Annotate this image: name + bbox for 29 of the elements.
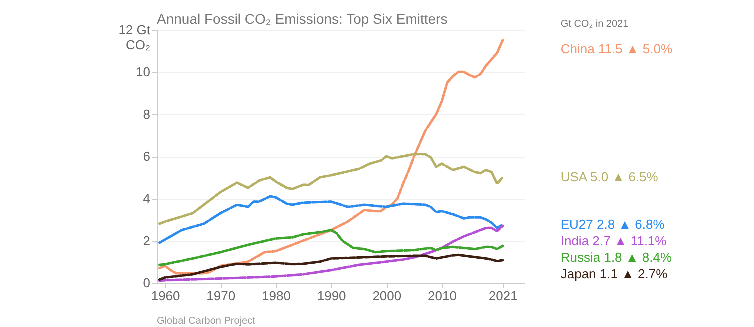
legend-title: Gt CO₂ in 2021 <box>560 19 630 30</box>
line-series <box>158 254 504 282</box>
text: Global Carbon Project <box>157 316 256 327</box>
text: Japan 1.1 ▲ 2.7% <box>560 266 668 282</box>
y-tick-label: 10 <box>136 64 150 80</box>
text: Russia 1.8 ▲ 8.4% <box>560 250 672 265</box>
x-tick-label: 1980 <box>262 288 291 304</box>
y-tick-label: 12 Gt CO₂ <box>118 22 151 52</box>
text: EU27 2.8 ▲ 6.8% <box>560 217 666 232</box>
x-tick-label: 1960 <box>151 288 180 304</box>
line-series <box>158 229 504 266</box>
y-tick-label: 0 <box>143 276 150 290</box>
text: USA 5.0 ▲ 6.5% <box>560 170 659 185</box>
text: India 2.7 ▲ 11.1% <box>560 233 668 248</box>
x-tick-label: 1970 <box>206 288 236 304</box>
y-tick-label: 8 <box>143 106 150 122</box>
x-tick-label: 2000 <box>372 288 402 304</box>
y-tick-label: 4 <box>143 191 150 206</box>
y-tick-label: 6 <box>143 149 150 164</box>
line-series <box>158 195 504 244</box>
y-tick-label: 2 <box>143 233 150 248</box>
x-tick-label: 1990 <box>317 288 346 304</box>
chart-title: Annual Fossil CO₂ Emissions: Top Six Emitters <box>157 11 448 27</box>
line-series <box>158 153 504 226</box>
line-series <box>158 39 504 275</box>
line-series <box>158 224 504 282</box>
x-tick-label: 2021 <box>488 288 518 304</box>
text: China 11.5 ▲ 5.0% <box>560 42 673 57</box>
x-tick-label: 2010 <box>428 288 457 304</box>
